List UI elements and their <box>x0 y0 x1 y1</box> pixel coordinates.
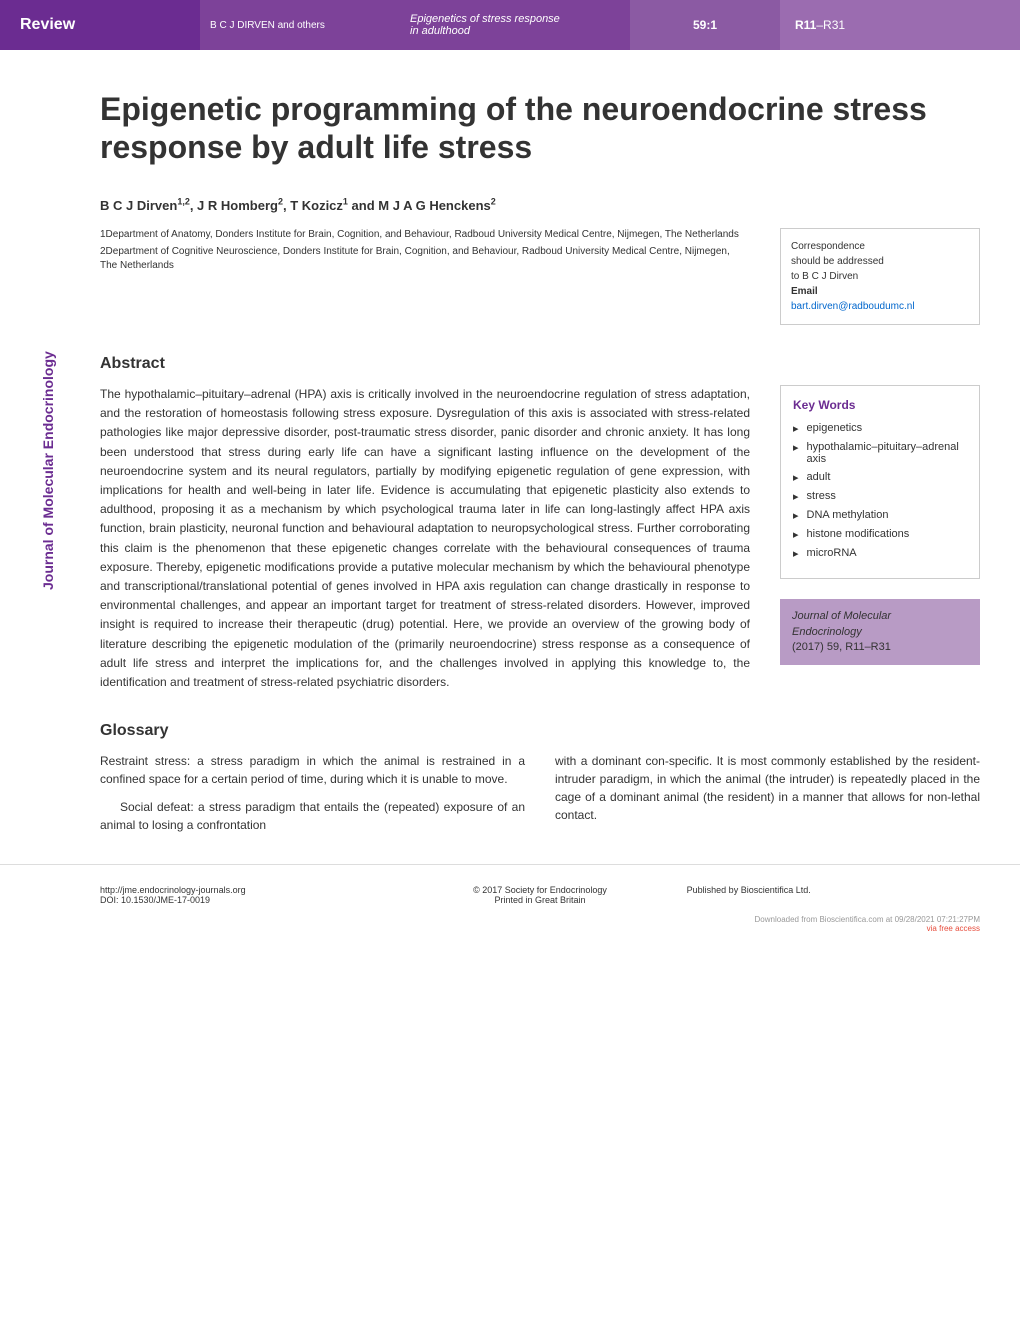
keyword-text: stress <box>807 490 836 502</box>
keyword-marker-icon: ▸ <box>793 471 799 484</box>
keyword-item: ▸ epigenetics <box>793 422 967 435</box>
running-title-line1: Epigenetics of stress response <box>410 13 630 25</box>
footer-doi: DOI: 10.1530/JME-17-0019 <box>100 895 393 905</box>
keyword-item: ▸ DNA methylation <box>793 509 967 522</box>
keyword-marker-icon: ▸ <box>793 441 799 454</box>
volume-text: 59:1 <box>693 18 717 32</box>
download-text: Downloaded from Bioscientifica.com at 09… <box>100 915 980 924</box>
footer-row: http://jme.endocrinology-journals.org DO… <box>100 885 980 905</box>
correspondence-email[interactable]: bart.dirven@radboudumc.nl <box>791 299 969 314</box>
keywords-heading: Key Words <box>793 398 967 412</box>
page-highlight: R11 <box>795 18 816 32</box>
journal-info-line1: Journal of Molecular <box>792 609 968 624</box>
page-box: R11–R31 <box>780 0 1020 50</box>
keyword-item: ▸ histone modifications <box>793 528 967 541</box>
keyword-text: epigenetics <box>807 422 863 434</box>
volume-box: 59:1 <box>630 0 780 50</box>
sidebar: Journal of Molecular Endocrinology <box>40 90 100 692</box>
keyword-item: ▸ adult <box>793 471 967 484</box>
correspondence-line1: Correspondence <box>791 239 969 254</box>
keyword-item: ▸ microRNA <box>793 547 967 560</box>
affiliations-section: 1Department of Anatomy, Donders Institut… <box>100 228 980 325</box>
keyword-marker-icon: ▸ <box>793 422 799 435</box>
keyword-text: adult <box>807 471 831 483</box>
journal-vertical-label: Journal of Molecular Endocrinology <box>40 351 56 590</box>
page-rest: –R31 <box>816 18 845 32</box>
correspondence-line3: to B C J Dirven <box>791 269 969 284</box>
content-area: Epigenetic programming of the neuroendoc… <box>100 90 980 692</box>
keywords-box: Key Words ▸ epigenetics ▸ hypothalamic–p… <box>780 385 980 579</box>
journal-info-line2: Endocrinology <box>792 625 968 640</box>
right-column: Key Words ▸ epigenetics ▸ hypothalamic–p… <box>780 385 980 692</box>
footer-download: Downloaded from Bioscientifica.com at 09… <box>100 915 980 933</box>
affiliation-2: 2Department of Cognitive Neuroscience, D… <box>100 245 740 273</box>
affiliation-1: 1Department of Anatomy, Donders Institut… <box>100 228 740 242</box>
keyword-text: histone modifications <box>807 528 910 540</box>
authors-line: B C J Dirven1,2, J R Homberg2, T Kozicz1… <box>100 197 980 213</box>
keyword-text: hypothalamic–pituitary–adrenal axis <box>807 441 967 465</box>
running-title-box: Epigenetics of stress response in adulth… <box>400 0 630 50</box>
abstract-heading: Abstract <box>100 355 980 373</box>
review-text: Review <box>20 16 75 34</box>
journal-info-box: Journal of Molecular Endocrinology (2017… <box>780 599 980 665</box>
footer-col-right: Published by Bioscientifica Ltd. <box>687 885 980 905</box>
free-access-text: via free access <box>100 924 980 933</box>
footer-url[interactable]: http://jme.endocrinology-journals.org <box>100 885 393 895</box>
keyword-marker-icon: ▸ <box>793 509 799 522</box>
journal-info-line3: (2017) 59, R11–R31 <box>792 640 968 655</box>
main-content: Journal of Molecular Endocrinology Epige… <box>0 50 1020 692</box>
abstract-section: The hypothalamic–pituitary–adrenal (HPA)… <box>100 385 980 692</box>
article-title: Epigenetic programming of the neuroendoc… <box>100 90 980 167</box>
glossary-heading: Glossary <box>100 722 980 740</box>
glossary-col-left: Restraint stress: a stress paradigm in w… <box>100 752 525 844</box>
correspondence-email-label: Email <box>791 284 969 299</box>
glossary-columns: Restraint stress: a stress paradigm in w… <box>100 752 980 844</box>
abstract-text: The hypothalamic–pituitary–adrenal (HPA)… <box>100 385 750 692</box>
footer-copyright1: © 2017 Society for Endocrinology <box>393 885 686 895</box>
keyword-marker-icon: ▸ <box>793 528 799 541</box>
glossary-section: Glossary Restraint stress: a stress para… <box>0 692 1020 844</box>
footer-col-left: http://jme.endocrinology-journals.org DO… <box>100 885 393 905</box>
authors-short-text: B C J DIRVEN and others <box>210 20 325 31</box>
header-bar: Review B C J DIRVEN and others Epigeneti… <box>0 0 1020 50</box>
footer-col-mid: © 2017 Society for Endocrinology Printed… <box>393 885 686 905</box>
correspondence-box: Correspondence should be addressed to B … <box>780 228 980 325</box>
keyword-item: ▸ stress <box>793 490 967 503</box>
keyword-text: microRNA <box>807 547 857 559</box>
authors-text: B C J Dirven1,2, J R Homberg2, T Kozicz1… <box>100 198 496 213</box>
glossary-para3: with a dominant con-specific. It is most… <box>555 752 980 824</box>
authors-short-box: B C J DIRVEN and others <box>200 0 400 50</box>
glossary-para2: Social defeat: a stress paradigm that en… <box>100 798 525 834</box>
keyword-marker-icon: ▸ <box>793 547 799 560</box>
keyword-item: ▸ hypothalamic–pituitary–adrenal axis <box>793 441 967 465</box>
review-label: Review <box>0 0 200 50</box>
footer-published: Published by Bioscientifica Ltd. <box>687 885 980 895</box>
correspondence-line2: should be addressed <box>791 254 969 269</box>
glossary-para1: Restraint stress: a stress paradigm in w… <box>100 752 525 788</box>
footer: http://jme.endocrinology-journals.org DO… <box>0 864 1020 943</box>
footer-copyright2: Printed in Great Britain <box>393 895 686 905</box>
keyword-text: DNA methylation <box>807 509 889 521</box>
keyword-marker-icon: ▸ <box>793 490 799 503</box>
affiliations-list: 1Department of Anatomy, Donders Institut… <box>100 228 740 325</box>
glossary-col-right: with a dominant con-specific. It is most… <box>555 752 980 844</box>
running-title-line2: in adulthood <box>410 25 630 37</box>
